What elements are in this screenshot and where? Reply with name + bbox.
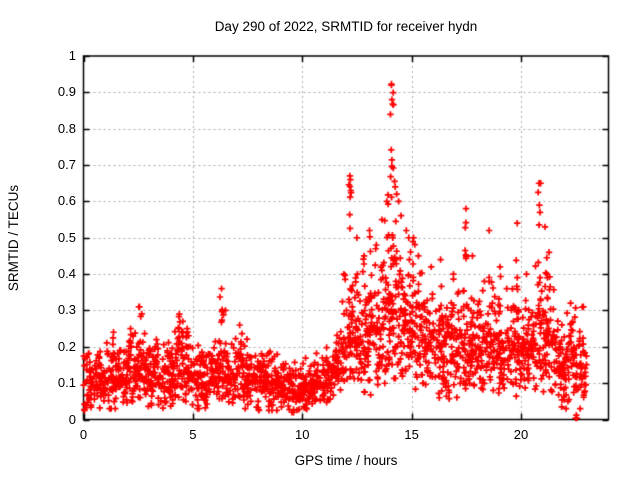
x-tick-label: 20 (513, 427, 529, 442)
x-axis-label: GPS time / hours (294, 453, 398, 468)
y-tick-label: 1 (68, 48, 76, 63)
y-tick-label: 0.6 (57, 193, 76, 209)
y-tick-label: 0.1 (57, 375, 76, 391)
y-tick-label: 0.7 (57, 157, 76, 173)
y-tick-label: 0.9 (57, 84, 76, 100)
y-tick-label: 0.4 (57, 266, 76, 282)
y-tick-label: 0.2 (57, 338, 76, 354)
y-tick-label: 0.8 (57, 120, 76, 136)
x-tick-label: 10 (295, 427, 310, 442)
x-tick-label: 5 (189, 427, 197, 442)
x-tick-label: 15 (404, 427, 419, 442)
y-tick-label: 0.5 (57, 229, 76, 245)
chart-title: Day 290 of 2022, SRMTID for receiver hyd… (214, 19, 478, 34)
x-tick-label: 0 (79, 427, 88, 442)
y-tick-label: 0.3 (57, 302, 76, 318)
y-tick-label: 0 (68, 411, 76, 427)
